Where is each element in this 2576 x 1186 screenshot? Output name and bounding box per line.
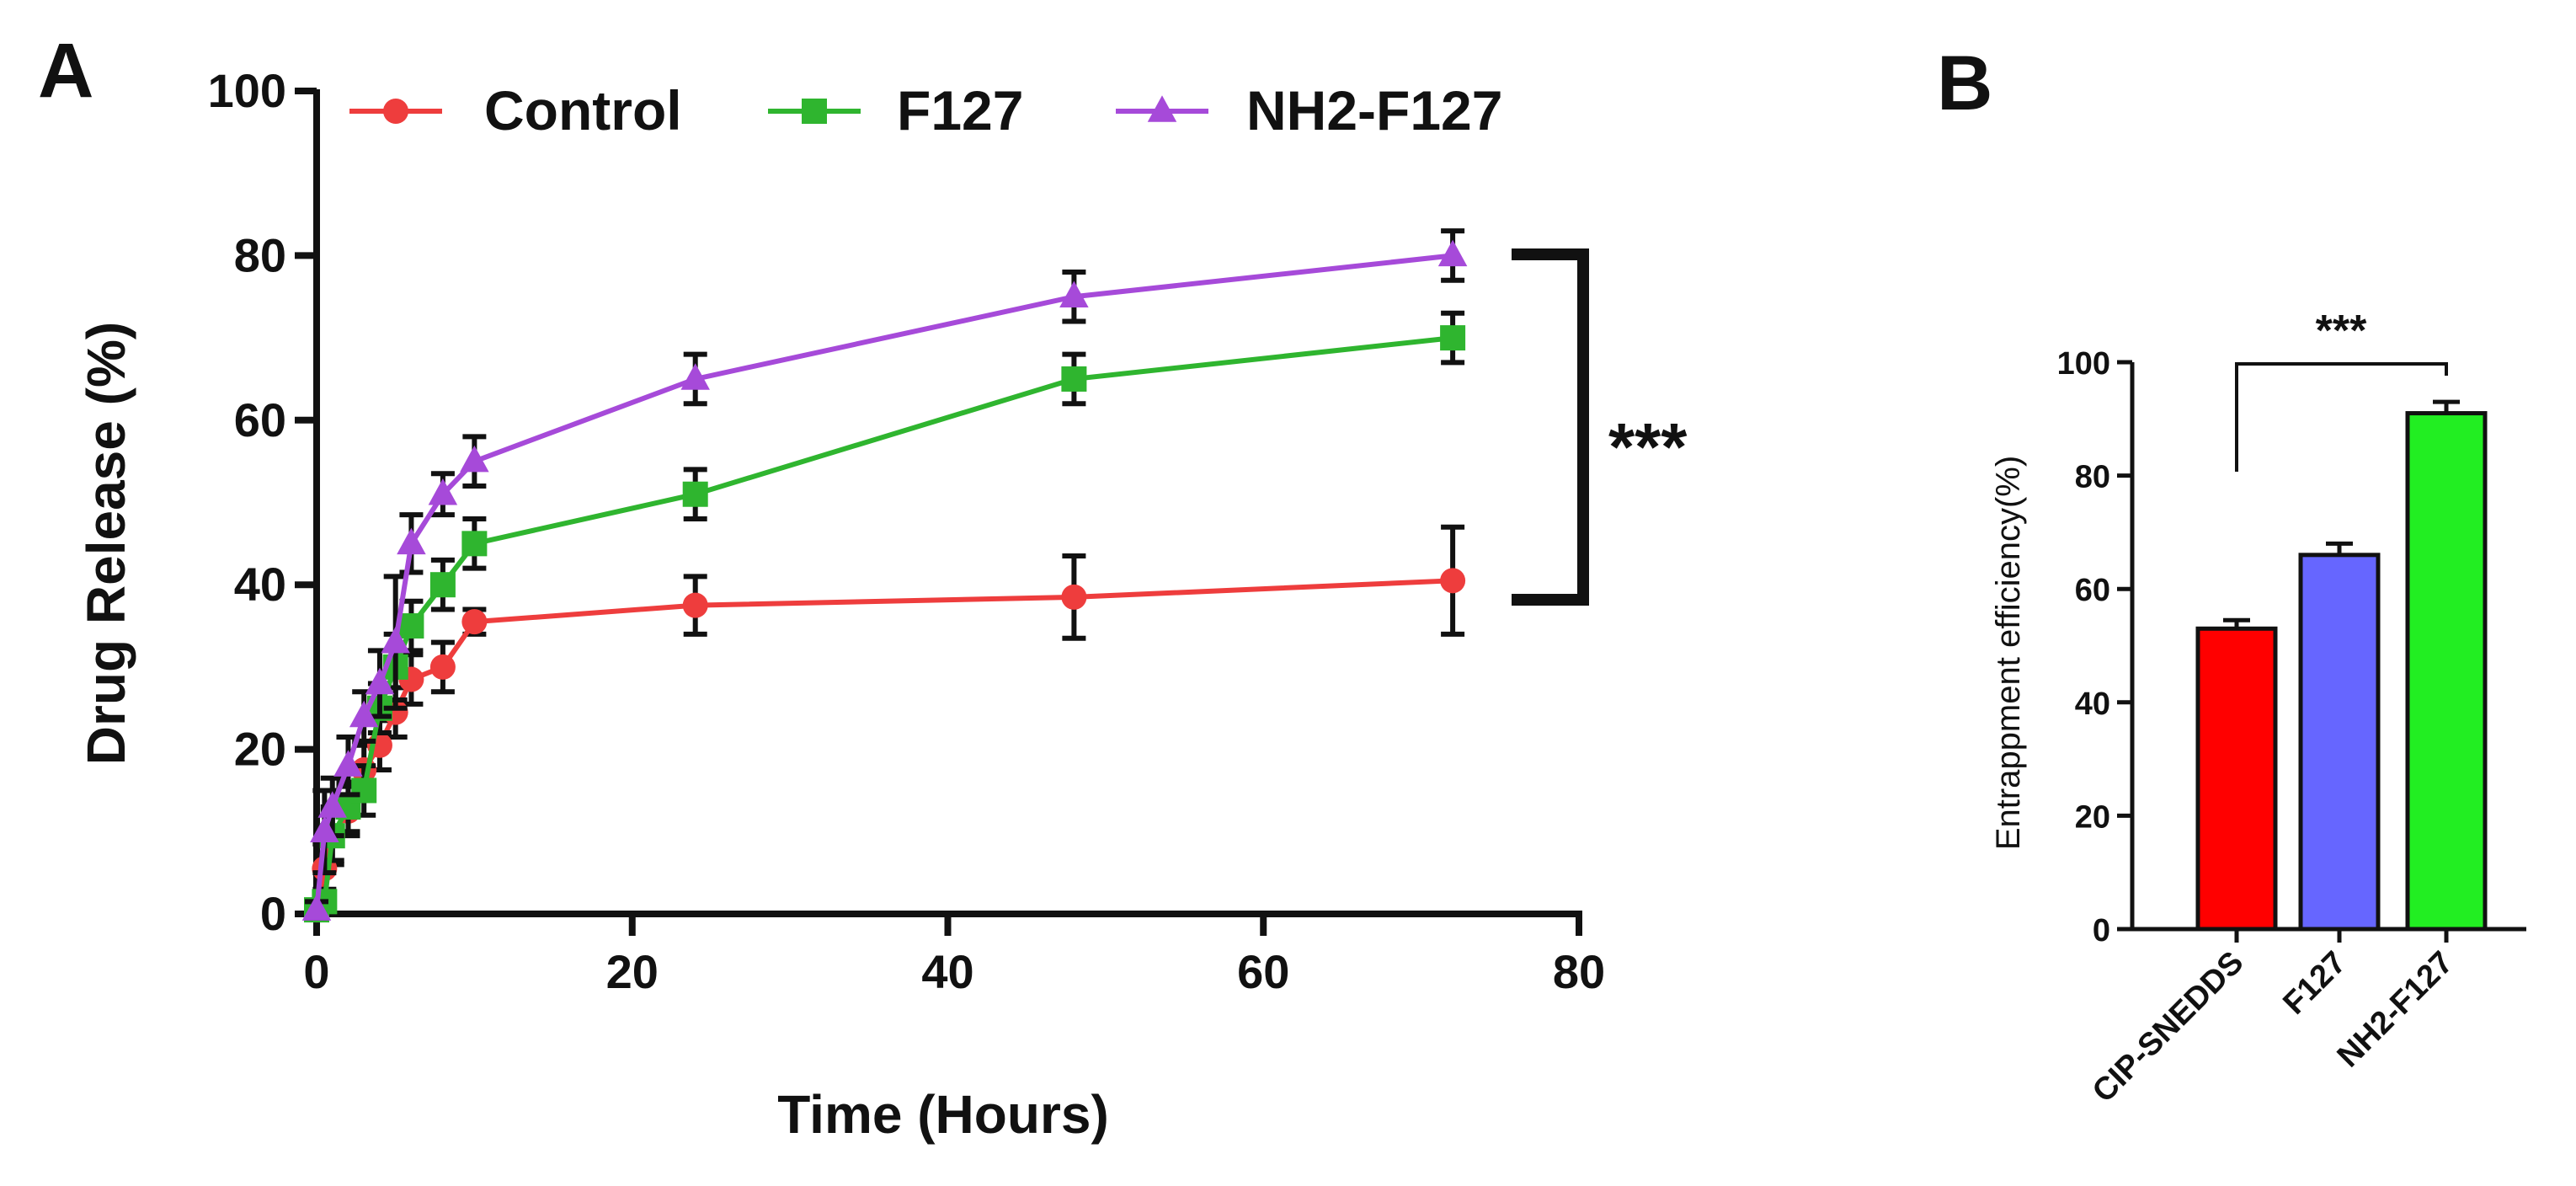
data-point <box>333 750 363 777</box>
data-point <box>1440 325 1466 351</box>
chart-a-y-tick-label: 100 <box>208 64 286 117</box>
data-point <box>398 613 424 639</box>
chart-a-y-ticks: 0 20 40 60 80 100 <box>208 64 317 940</box>
chart-b-y-tick-label: 20 <box>2075 799 2110 835</box>
chart-b-y-tick-label: 60 <box>2075 573 2110 608</box>
data-point <box>682 481 708 507</box>
legend-marker <box>383 99 408 124</box>
data-point <box>1440 568 1466 594</box>
chart-a-axes <box>313 89 1582 919</box>
legend-label: F127 <box>897 79 1023 142</box>
chart-a-x-tick-label: 40 <box>921 945 973 998</box>
legend-label: NH2-F127 <box>1246 79 1502 142</box>
chart-a-y-tick-label: 60 <box>234 393 286 446</box>
legend-marker <box>802 99 827 124</box>
series-nh2-f127-error-bars <box>305 228 1465 921</box>
legend-item-control: Control <box>349 79 682 142</box>
series-control-line <box>314 578 1453 911</box>
chart-b-y-ticks: 0 20 40 60 80 100 <box>2057 346 2132 948</box>
panel-label-a: A <box>38 28 93 114</box>
chart-a-x-ticks: 0 20 40 60 80 <box>303 914 1605 998</box>
data-point <box>317 791 347 818</box>
series-nh2-f127 <box>301 228 1468 921</box>
data-point <box>349 700 379 728</box>
data-point <box>365 667 395 695</box>
chart-a-x-tick-label: 20 <box>606 945 659 998</box>
panel-label-b: B <box>1937 40 1992 126</box>
chart-a-y-tick-label: 0 <box>260 887 286 940</box>
data-point <box>381 626 410 654</box>
chart-a-x-axis-label: Time (Hours) <box>777 1084 1109 1145</box>
chart-b-y-tick-label: 80 <box>2075 460 2110 495</box>
data-point <box>301 894 332 921</box>
data-point <box>428 478 458 505</box>
bar-error-bar <box>2223 617 2250 629</box>
chart-b-x-tick-label: NH2-F127 <box>2331 945 2461 1075</box>
chart-b-x-tick-label: CIP-SNEDDS <box>2086 945 2250 1109</box>
chart-b-y-axis-label: Entrappment efficiency(%) <box>1990 456 2027 850</box>
legend-marker <box>1147 95 1177 122</box>
chart-a-y-tick-label: 20 <box>234 723 286 776</box>
chart-b-y-tick-label: 100 <box>2057 346 2110 382</box>
data-point <box>1059 280 1089 307</box>
series-f127-line <box>314 335 1453 912</box>
bar-error-bar <box>2433 399 2460 414</box>
data-point <box>461 531 488 557</box>
data-point <box>680 363 710 390</box>
chart-a-x-tick-label: 0 <box>303 945 329 998</box>
chart-b-significance-label: *** <box>2316 307 2367 355</box>
data-point <box>397 527 426 555</box>
chart-b-x-tick-label: F127 <box>2276 945 2353 1022</box>
chart-a-legend: Control F127 NH2-F127 <box>349 79 1502 142</box>
chart-a-y-tick-label: 80 <box>234 228 286 281</box>
legend-item-nh2-f127: NH2-F127 <box>1116 79 1502 142</box>
legend-item-f127: F127 <box>768 79 1023 142</box>
data-point <box>310 815 339 843</box>
series-control <box>304 524 1466 923</box>
data-point <box>351 777 377 804</box>
bar-cip-snedds <box>2195 626 2278 932</box>
data-point <box>461 609 488 635</box>
data-point <box>429 572 456 598</box>
data-point <box>460 445 489 473</box>
chart-a-y-axis-label: Drug Release (%) <box>76 322 136 765</box>
bar-nh2-f127 <box>2405 411 2488 932</box>
chart-a-x-tick-label: 60 <box>1237 945 1289 998</box>
chart-a-significance-label: *** <box>1608 409 1688 484</box>
data-point <box>1437 239 1468 267</box>
legend-label: Control <box>484 79 682 142</box>
chart-b-bars <box>2195 399 2488 932</box>
bar-error-bar <box>2326 541 2353 555</box>
data-point <box>682 592 708 618</box>
chart-a-y-tick-label: 40 <box>234 558 286 611</box>
data-point <box>1061 584 1087 610</box>
series-nh2-f127-line <box>314 253 1453 911</box>
chart-a-x-tick-label: 80 <box>1553 945 1605 998</box>
chart-b-significance-bracket <box>2235 362 2448 472</box>
chart-a: 0 20 40 60 80 100 0 20 40 60 80 Control F127 NH2-F1… <box>76 64 1688 1145</box>
chart-a-significance-bracket <box>1512 248 1589 606</box>
chart-a-series <box>301 228 1468 923</box>
bar-f127 <box>2298 553 2381 932</box>
data-point <box>1061 366 1087 392</box>
chart-b-y-tick-label: 40 <box>2075 686 2110 722</box>
chart-b-y-tick-label: 0 <box>2093 913 2110 948</box>
data-point <box>429 654 456 680</box>
